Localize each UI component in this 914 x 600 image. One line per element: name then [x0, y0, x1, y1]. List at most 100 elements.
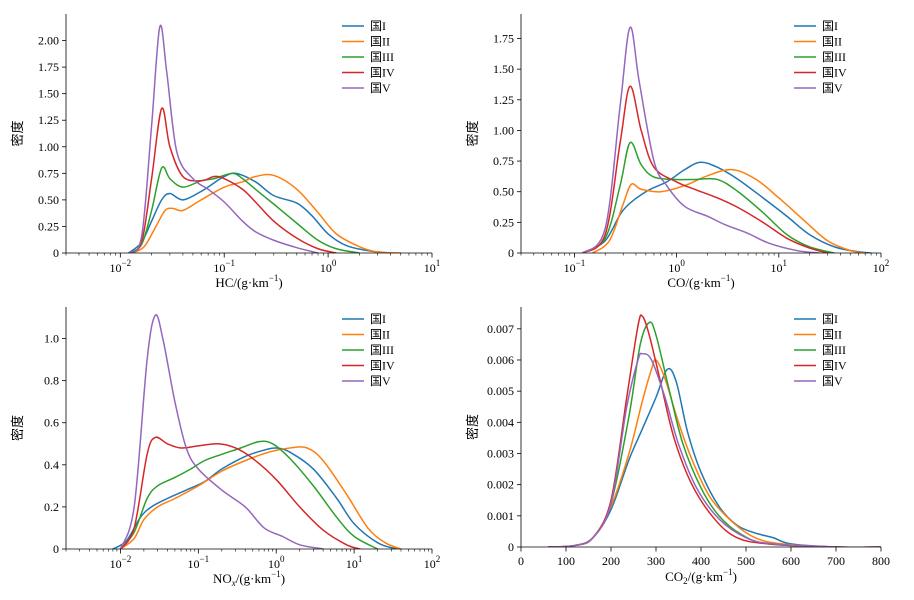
x-tick-label: 500 — [737, 554, 755, 568]
y-tick-label: 0.8 — [44, 374, 59, 388]
series-line-5 — [547, 352, 881, 547]
legend-label: 国I — [370, 19, 386, 33]
series-line-5 — [581, 26, 820, 253]
x-tick-label: 300 — [647, 554, 665, 568]
y-tick-label: 0.75 — [38, 166, 59, 180]
y-tick-label: 0.25 — [493, 215, 514, 229]
legend-label: 国IV — [822, 359, 847, 373]
x-tick-label: 800 — [872, 554, 890, 568]
legend-label: 国I — [370, 312, 386, 326]
series-line-2 — [119, 446, 402, 549]
series-group — [112, 314, 402, 549]
y-tick-label: 0.6 — [44, 416, 59, 430]
y-tick-label: 0.003 — [487, 446, 514, 460]
series-line-3 — [128, 166, 360, 253]
y-tick-label: 0.25 — [38, 219, 59, 233]
panel-nox-density: 0 0.2 0.4 0.6 0.8 1.0 10−2 10−1 100 101 102 NOx/(g·… — [10, 307, 440, 588]
panel-co2-density: 0 0.001 0.002 0.003 0.004 0.005 0.006 0.007 0 100… — [465, 307, 890, 586]
y-tick-label: 0.002 — [487, 478, 514, 492]
y-tick-label: 1.25 — [493, 93, 514, 107]
series-line-2 — [131, 173, 401, 253]
x-tick-label: 10−1 — [188, 554, 210, 571]
legend-label: 国II — [370, 328, 390, 342]
series-line-3 — [582, 141, 835, 253]
x-tick-label: 101 — [346, 554, 363, 571]
legend-label: 国IV — [370, 66, 395, 80]
legend-label: 国I — [822, 312, 838, 326]
series-line-1 — [112, 447, 397, 549]
y-tick-label: 0.4 — [44, 458, 59, 472]
x-tick-label: 10−1 — [213, 258, 235, 275]
y-tick-label: 0.2 — [44, 500, 59, 514]
x-tick-label: 400 — [692, 554, 710, 568]
series-group — [127, 24, 401, 253]
y-tick-label: 0.005 — [487, 384, 514, 398]
x-tick-label: 101 — [424, 258, 441, 275]
x-tick-label: 10−1 — [564, 258, 586, 275]
y-axis-label: 密度 — [10, 415, 25, 441]
legend-label: 国IV — [370, 359, 395, 373]
x-tick-label: 10−2 — [110, 554, 132, 571]
legend-label: 国IV — [822, 66, 847, 80]
y-tick-label: 0.75 — [493, 154, 514, 168]
x-tick-label: 102 — [424, 554, 441, 571]
legend-label: 国II — [370, 35, 390, 49]
legend-label: 国V — [370, 374, 391, 388]
series-line-5 — [127, 24, 319, 253]
panel-hc-density: 0 0.25 0.50 0.75 1.00 1.25 1.50 1.75 2.00 10−2 10−… — [10, 14, 440, 290]
x-tick-label: 0 — [518, 554, 524, 568]
x-axis-label: NOx/(g·km−1) — [213, 569, 285, 588]
y-tick-label: 0.50 — [38, 193, 59, 207]
y-axis-label: 密度 — [10, 120, 25, 146]
y-tick-label: 0.006 — [487, 353, 514, 367]
x-tick-label: 700 — [827, 554, 845, 568]
series-group — [581, 26, 872, 253]
legend-label: 国II — [822, 328, 842, 342]
y-tick-label: 1.00 — [493, 123, 514, 137]
y-tick-label: 0 — [508, 540, 514, 554]
x-tick-label: 100 — [557, 554, 575, 568]
series-line-4 — [582, 85, 828, 253]
y-tick-label: 0 — [53, 542, 59, 556]
y-tick-label: 1.50 — [38, 87, 59, 101]
x-tick-label: 102 — [873, 258, 890, 275]
y-tick-label: 0.001 — [487, 509, 514, 523]
x-axis-label: CO/(g·km−1) — [667, 273, 734, 290]
y-tick-label: 0.004 — [487, 415, 514, 429]
legend-label: 国V — [822, 81, 843, 95]
legend-label: 国III — [370, 343, 394, 357]
x-axis-label: HC/(g·km−1) — [215, 273, 282, 290]
series-line-3 — [119, 440, 378, 549]
legend-label: 国III — [822, 50, 846, 64]
x-tick-label: 10−2 — [110, 258, 132, 275]
y-tick-label: 0 — [508, 246, 514, 260]
series-group — [547, 314, 881, 547]
y-axis-label: 密度 — [465, 414, 480, 440]
x-tick-label: 100 — [268, 554, 285, 571]
y-axis-label: 密度 — [465, 120, 480, 146]
series-line-1 — [582, 161, 872, 253]
y-tick-label: 0.50 — [493, 185, 514, 199]
x-tick-label: 600 — [782, 554, 800, 568]
legend-label: 国V — [370, 81, 391, 95]
y-tick-label: 1.25 — [38, 113, 59, 127]
y-tick-label: 0.007 — [487, 322, 514, 336]
x-axis-label: CO2/(g·km−1) — [665, 567, 737, 586]
panel-co-density: 0 0.25 0.50 0.75 1.00 1.25 1.50 1.75 10−1 100 101 1… — [465, 14, 889, 290]
legend-label: 国V — [822, 374, 843, 388]
y-tick-label: 2.00 — [38, 34, 59, 48]
y-tick-label: 1.75 — [493, 32, 514, 46]
y-tick-label: 1.0 — [44, 332, 59, 346]
series-line-1 — [128, 172, 391, 253]
legend-label: 国I — [822, 19, 838, 33]
x-tick-label: 100 — [320, 258, 337, 275]
x-tick-label: 100 — [668, 258, 685, 275]
series-line-4 — [128, 107, 337, 253]
legend-label: 国III — [370, 50, 394, 64]
legend-label: 国III — [822, 343, 846, 357]
